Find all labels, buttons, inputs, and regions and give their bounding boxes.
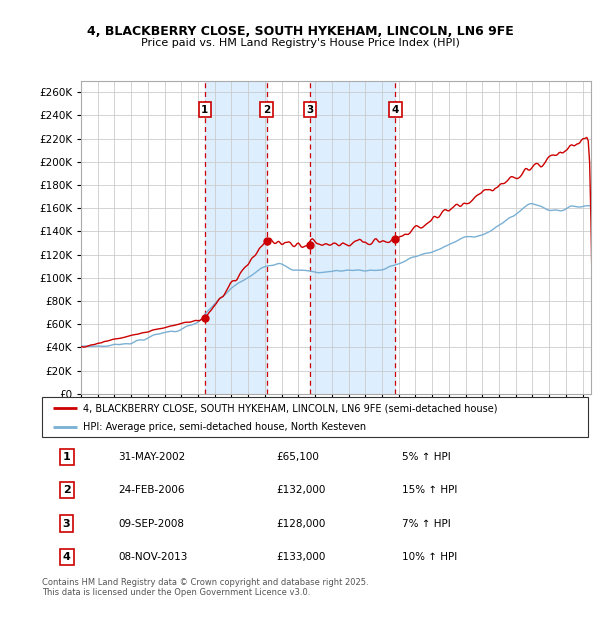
Text: 4, BLACKBERRY CLOSE, SOUTH HYKEHAM, LINCOLN, LN6 9FE (semi-detached house): 4, BLACKBERRY CLOSE, SOUTH HYKEHAM, LINC… bbox=[83, 403, 497, 413]
Text: 4: 4 bbox=[392, 105, 399, 115]
Text: 31-MAY-2002: 31-MAY-2002 bbox=[118, 452, 185, 462]
Text: 15% ↑ HPI: 15% ↑ HPI bbox=[403, 485, 458, 495]
Text: 1: 1 bbox=[62, 452, 70, 462]
Text: Price paid vs. HM Land Registry's House Price Index (HPI): Price paid vs. HM Land Registry's House … bbox=[140, 38, 460, 48]
Text: Contains HM Land Registry data © Crown copyright and database right 2025.
This d: Contains HM Land Registry data © Crown c… bbox=[42, 578, 368, 597]
Text: 24-FEB-2006: 24-FEB-2006 bbox=[118, 485, 185, 495]
Text: 4: 4 bbox=[62, 552, 71, 562]
Text: 09-SEP-2008: 09-SEP-2008 bbox=[118, 518, 184, 528]
Text: £65,100: £65,100 bbox=[277, 452, 320, 462]
FancyBboxPatch shape bbox=[42, 397, 588, 437]
Text: 7% ↑ HPI: 7% ↑ HPI bbox=[403, 518, 451, 528]
Text: 5% ↑ HPI: 5% ↑ HPI bbox=[403, 452, 451, 462]
Bar bbox=[205, 81, 266, 394]
Text: 4, BLACKBERRY CLOSE, SOUTH HYKEHAM, LINCOLN, LN6 9FE: 4, BLACKBERRY CLOSE, SOUTH HYKEHAM, LINC… bbox=[86, 25, 514, 38]
Text: 2: 2 bbox=[263, 105, 270, 115]
Text: £133,000: £133,000 bbox=[277, 552, 326, 562]
Text: 08-NOV-2013: 08-NOV-2013 bbox=[118, 552, 188, 562]
Text: 10% ↑ HPI: 10% ↑ HPI bbox=[403, 552, 458, 562]
Text: £128,000: £128,000 bbox=[277, 518, 326, 528]
Text: £132,000: £132,000 bbox=[277, 485, 326, 495]
Text: 3: 3 bbox=[63, 518, 70, 528]
Text: 1: 1 bbox=[201, 105, 208, 115]
Text: 2: 2 bbox=[62, 485, 70, 495]
Text: HPI: Average price, semi-detached house, North Kesteven: HPI: Average price, semi-detached house,… bbox=[83, 422, 366, 432]
Bar bbox=[310, 81, 395, 394]
Text: 3: 3 bbox=[307, 105, 314, 115]
